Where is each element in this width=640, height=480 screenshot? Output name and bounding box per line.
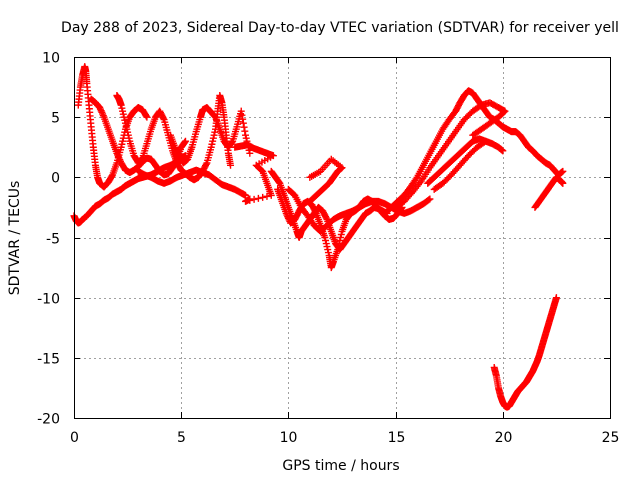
data-point — [116, 156, 124, 164]
series-arc-F — [134, 166, 250, 199]
data-point — [284, 213, 292, 221]
y-tick-label: 5 — [51, 111, 60, 127]
data-point — [137, 156, 145, 164]
data-point — [482, 137, 490, 145]
data-point — [469, 131, 477, 139]
y-tick-label: 0 — [51, 171, 60, 187]
data-point — [239, 115, 247, 123]
x-tick-label: 20 — [495, 430, 513, 446]
y-axis-label: SDTVAR / TECUs — [7, 181, 23, 296]
data-point — [241, 127, 249, 135]
data-point — [96, 104, 104, 112]
x-tick-label: 0 — [70, 430, 79, 446]
y-tick-label: 10 — [42, 51, 60, 67]
data-point — [238, 111, 246, 119]
data-point — [228, 138, 236, 146]
data-point — [284, 214, 292, 222]
data-point — [259, 193, 267, 201]
chart-title: Day 288 of 2023, Sidereal Day-to-day VTE… — [61, 20, 619, 36]
series-arc-Q — [490, 294, 560, 411]
data-point — [499, 147, 507, 155]
data-point — [138, 155, 146, 163]
series-arc-G — [231, 141, 277, 205]
series-arc-A — [70, 152, 189, 227]
data-point — [263, 192, 271, 200]
x-axis-label: GPS time / hours — [282, 458, 399, 474]
data-point — [559, 167, 567, 175]
series-arc-E — [166, 104, 254, 167]
data-point — [97, 107, 105, 115]
series-arc-M — [392, 99, 509, 211]
x-tick-label: 5 — [177, 430, 186, 446]
data-point — [306, 173, 314, 181]
data-point — [552, 294, 560, 302]
data-point — [113, 149, 121, 157]
y-tick-label: -20 — [37, 412, 60, 428]
data-point — [559, 179, 567, 187]
y-tick-label: -10 — [37, 292, 60, 308]
data-point — [115, 154, 123, 162]
data-point — [254, 194, 262, 202]
data-point — [240, 123, 248, 131]
data-point — [114, 152, 122, 160]
series-arc-I — [274, 185, 406, 272]
series-arc-B — [74, 63, 151, 191]
axis-ticks: 0 5 10 15 20 25 -20 -15 -10 -5 0 5 10 — [37, 51, 619, 447]
data-point — [239, 119, 247, 127]
data-point — [246, 195, 254, 203]
data-point — [283, 211, 291, 219]
grid-lines — [74, 57, 610, 418]
x-tick-label: 15 — [388, 430, 406, 446]
data-point — [159, 114, 167, 122]
data-point — [425, 196, 433, 204]
data-point — [99, 112, 107, 120]
data-point — [267, 191, 275, 199]
series-arc-K — [306, 155, 346, 205]
data-point — [282, 209, 290, 217]
data-point — [96, 105, 104, 113]
data-point — [99, 110, 107, 118]
data-point — [142, 112, 150, 120]
series-arc-P — [531, 173, 567, 211]
data-point — [312, 208, 320, 216]
data-point — [108, 172, 116, 180]
data-point — [480, 138, 488, 146]
data-point — [322, 214, 330, 222]
data-points — [70, 63, 567, 411]
data-point — [210, 112, 218, 120]
series-arc-J — [284, 185, 434, 235]
data-point — [412, 175, 420, 183]
data-point — [246, 149, 254, 157]
data-point — [470, 130, 478, 138]
data-point — [181, 137, 189, 145]
y-tick-label: -5 — [46, 232, 60, 248]
data-point — [426, 195, 434, 203]
x-tick-label: 25 — [602, 430, 620, 446]
data-point — [202, 160, 210, 168]
data-point — [242, 191, 250, 199]
data-point — [181, 138, 189, 146]
series-arc-O — [430, 137, 490, 193]
data-point — [237, 107, 245, 115]
data-point — [227, 161, 235, 169]
data-point — [143, 113, 151, 121]
y-tick-label: -15 — [37, 352, 60, 368]
data-point — [114, 151, 122, 159]
data-point — [98, 108, 106, 116]
x-tick-label: 10 — [280, 430, 298, 446]
